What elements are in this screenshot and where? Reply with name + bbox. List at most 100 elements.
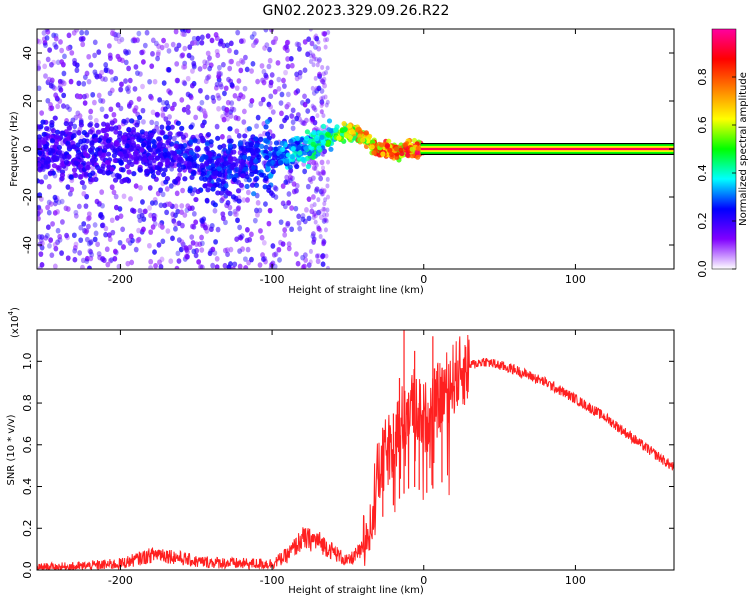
spectrogram-cell (254, 38, 259, 44)
spectrogram-cell (171, 135, 177, 142)
spectrogram-cell (271, 252, 277, 258)
spectrogram-cell (91, 99, 97, 106)
spectrogram-cell (231, 177, 238, 183)
spectrogram-cell (66, 135, 72, 141)
spectrogram-cell (285, 63, 291, 70)
spectrogram-cell (235, 206, 241, 212)
spectrogram-cell (249, 141, 255, 147)
spectrogram-cell (76, 80, 82, 87)
spectrogram-cell (309, 40, 315, 47)
spectrogram-cell (105, 160, 111, 166)
spectrogram-cell (205, 187, 211, 193)
x-tick-label: 100 (565, 574, 586, 587)
spectrogram-cell (109, 184, 115, 191)
spectrogram-cell (311, 236, 316, 242)
spectrogram-cell (314, 36, 319, 42)
spectrogram-cell (295, 135, 301, 142)
spectrogram-cell (321, 238, 326, 244)
spectrogram-cell (148, 212, 154, 219)
spectrogram-cell (120, 226, 126, 233)
spectrogram-cell (48, 237, 54, 243)
spectrogram-cell (162, 167, 168, 173)
spectrogram-cell (318, 227, 323, 233)
spectrogram-cell (286, 191, 292, 197)
spectrogram-cell (229, 164, 235, 170)
spectrogram-cell (306, 262, 312, 268)
spectrogram-cell (108, 106, 114, 113)
spectrogram-cell (81, 221, 87, 227)
spectrogram-cell (311, 231, 316, 237)
spectrogram-cell (161, 80, 167, 86)
spectrogram-cell (38, 251, 44, 257)
spectrogram-cell (179, 209, 184, 216)
spectrogram-cell (150, 51, 155, 57)
spectrogram-cell (271, 150, 277, 157)
snr-y-label: SNR (10 * v/v) (6, 414, 17, 485)
spectrogram-cell (220, 113, 226, 120)
spectrogram-cell (46, 209, 52, 216)
spectrogram-cell (297, 150, 303, 156)
spectrogram-cell (284, 39, 290, 46)
spectrogram-cell (311, 194, 316, 200)
spectrogram-cell (236, 198, 242, 204)
spectrogram-cell (319, 109, 324, 115)
spectrogram-cell (52, 242, 58, 248)
spectrogram-cell (109, 217, 115, 224)
spectrogram-cell (204, 228, 210, 234)
spectrogram-cell (191, 211, 197, 217)
spectrogram-cell (294, 41, 300, 48)
spectrogram-cell (289, 154, 295, 160)
spectrogram-cell (320, 191, 325, 197)
spectrogram-cell (195, 188, 201, 195)
spectrogram-cell (269, 29, 274, 33)
spectrogram-y-ticks: -40 -20 0 20 40 (21, 46, 674, 254)
spectrogram-cell (92, 236, 98, 243)
spectrogram-cell (282, 45, 288, 51)
spectrogram-cell (143, 131, 149, 137)
spectrogram-cell (153, 200, 159, 206)
spectrogram-cell (318, 188, 324, 195)
spectrogram-cell (206, 170, 213, 176)
spectrogram-cell (80, 35, 86, 42)
spectrogram-cell (109, 126, 115, 132)
snr-x-ticks: -200 -100 0 100 (108, 330, 586, 587)
spectrogram-cell (51, 154, 57, 160)
spectrogram-cell (160, 130, 166, 136)
spectrogram-cell (242, 85, 248, 92)
spectrogram-cell (216, 70, 222, 76)
spectrogram-cell (270, 243, 276, 249)
spectrogram-cell (53, 35, 59, 42)
spectrogram-cell (45, 97, 51, 104)
spectrogram-cell (180, 164, 187, 170)
spectrogram-cell (187, 244, 193, 251)
spectrogram-cell (267, 146, 274, 152)
spectrogram-cell (142, 42, 148, 49)
spectrogram-cell (238, 67, 244, 74)
spectrogram-cell (73, 213, 79, 219)
spectrogram-cell (277, 257, 282, 263)
spectrogram-cell (267, 57, 273, 64)
spectrogram-cell (225, 149, 231, 155)
spectrogram-cell (308, 29, 313, 32)
spectrogram-cell (156, 142, 162, 148)
spectrogram-cell (294, 115, 300, 122)
spectrogram-cell (88, 255, 94, 262)
y-tick-label: 0.0 (21, 561, 34, 579)
colorbar-tick-label: 0.6 (696, 116, 709, 134)
spectrogram-cell (318, 175, 324, 182)
spectrogram-cell (235, 217, 240, 224)
spectrogram-cell (293, 251, 299, 257)
spectrogram-cell (113, 193, 119, 200)
spectrogram-cell (311, 239, 316, 245)
spectrogram-cell (84, 29, 90, 36)
spectrogram-cell (173, 221, 179, 228)
spectrogram-cell (141, 119, 146, 125)
spectrogram-cell (207, 182, 213, 188)
spectrogram-cell (265, 131, 271, 137)
spectrogram-cell (316, 45, 322, 52)
spectrogram-cell (258, 100, 264, 107)
spectrogram-cell (266, 63, 272, 70)
spectrogram-cell (263, 138, 270, 144)
spectrogram-cell (221, 42, 227, 49)
spectrogram-cell (105, 138, 112, 144)
